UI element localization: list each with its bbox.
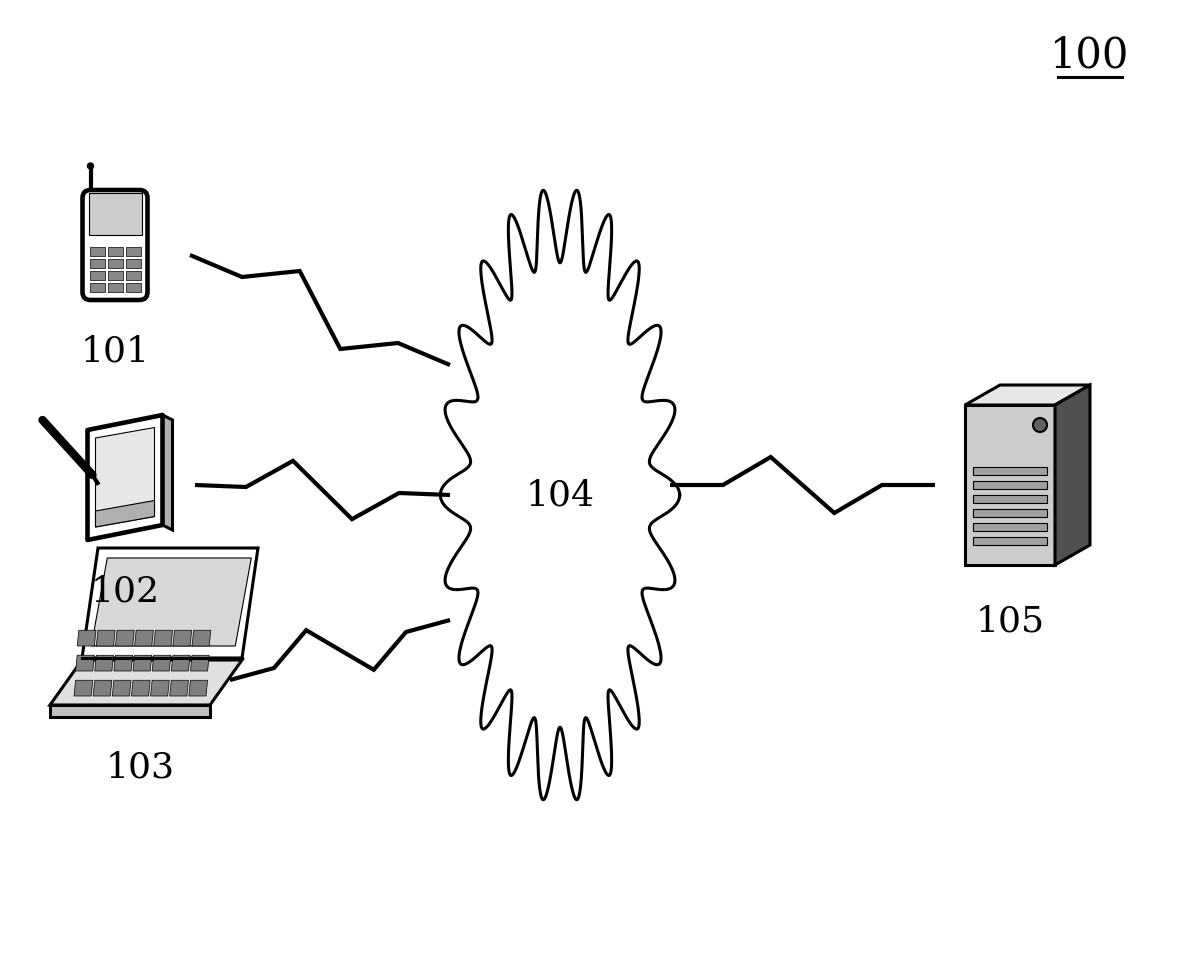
Polygon shape (93, 681, 111, 696)
Polygon shape (50, 705, 210, 717)
Polygon shape (77, 630, 96, 646)
Bar (90, 283, 104, 292)
Polygon shape (163, 415, 173, 530)
Polygon shape (132, 681, 150, 696)
Polygon shape (170, 681, 188, 696)
Polygon shape (87, 415, 163, 540)
Polygon shape (50, 660, 242, 705)
Circle shape (1033, 418, 1047, 432)
Polygon shape (133, 655, 152, 671)
Polygon shape (171, 655, 190, 671)
Polygon shape (74, 681, 92, 696)
Polygon shape (151, 681, 169, 696)
Text: 102: 102 (91, 575, 159, 609)
Bar (973, 495, 1047, 503)
Text: 101: 101 (80, 335, 150, 369)
Polygon shape (96, 427, 155, 527)
Polygon shape (966, 405, 1055, 565)
Polygon shape (441, 190, 679, 800)
Polygon shape (95, 655, 114, 671)
FancyBboxPatch shape (83, 190, 147, 300)
Text: 105: 105 (975, 605, 1045, 639)
Bar (89, 193, 141, 235)
Bar (973, 481, 1047, 489)
Bar (108, 271, 122, 280)
Bar (126, 247, 140, 256)
Polygon shape (115, 630, 134, 646)
Polygon shape (96, 630, 115, 646)
Bar (90, 259, 104, 268)
Polygon shape (190, 655, 210, 671)
Bar (108, 283, 122, 292)
Bar (126, 271, 140, 280)
Text: 103: 103 (105, 750, 175, 784)
Bar (108, 247, 122, 256)
Bar (126, 283, 140, 292)
Polygon shape (152, 655, 171, 671)
Bar (108, 259, 122, 268)
Polygon shape (153, 630, 173, 646)
Bar (973, 523, 1047, 531)
Polygon shape (113, 681, 131, 696)
Text: 104: 104 (526, 478, 594, 512)
Bar (90, 247, 104, 256)
Bar (126, 259, 140, 268)
Polygon shape (114, 655, 133, 671)
Polygon shape (81, 548, 258, 658)
Polygon shape (1055, 385, 1090, 565)
Polygon shape (91, 558, 252, 646)
Bar (90, 271, 104, 280)
Bar (973, 537, 1047, 545)
Polygon shape (75, 655, 95, 671)
Polygon shape (966, 385, 1090, 405)
Polygon shape (192, 630, 211, 646)
Polygon shape (173, 630, 192, 646)
Bar (973, 509, 1047, 517)
Circle shape (87, 163, 93, 169)
Polygon shape (96, 500, 155, 527)
Polygon shape (134, 630, 153, 646)
Text: 100: 100 (1051, 35, 1130, 77)
Bar (973, 467, 1047, 475)
Polygon shape (189, 681, 207, 696)
